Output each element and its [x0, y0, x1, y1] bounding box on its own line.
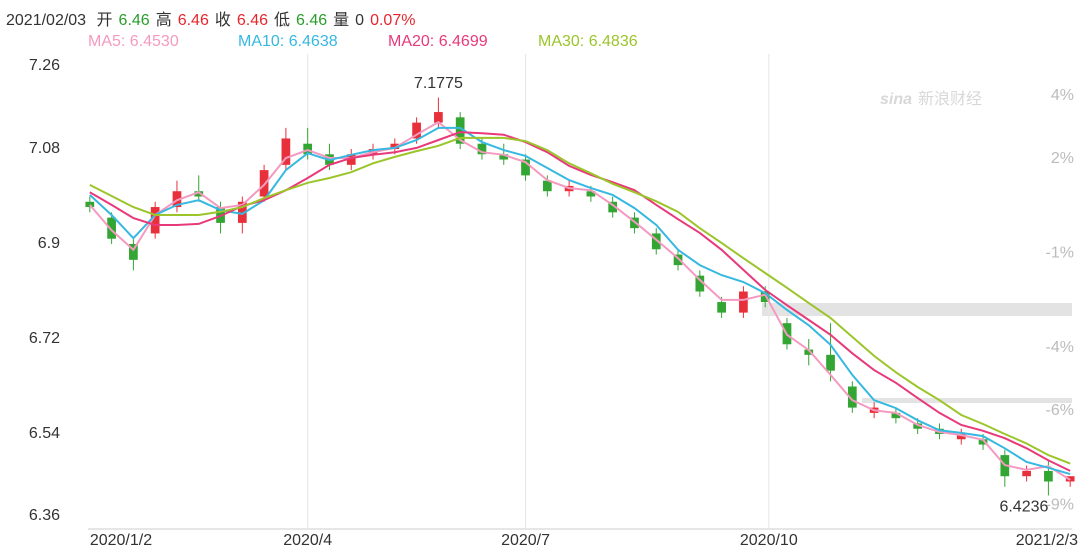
legend-entry: MA10: 6.4638	[238, 33, 338, 50]
y2-tick-label: -9%	[1046, 497, 1074, 514]
candle-body	[281, 138, 291, 165]
quote-change: 0.07%	[370, 12, 416, 29]
candle-body	[259, 170, 269, 197]
candle-body	[891, 412, 901, 419]
candle-body	[739, 291, 748, 313]
ma-line	[89, 126, 1071, 476]
candle-body	[412, 122, 421, 139]
y-tick-label: 7.26	[29, 57, 60, 74]
x-tick-label: 2020/1/2	[90, 532, 152, 549]
y2-tick-label: 4%	[1051, 87, 1074, 104]
candle-body	[826, 354, 835, 371]
candle-body	[107, 217, 116, 239]
candle-body	[978, 439, 988, 445]
quote-label: 低	[274, 12, 291, 29]
y2-tick-label: -4%	[1046, 339, 1074, 356]
date: 2021/02/03	[6, 12, 87, 29]
legend-entry: MA30: 6.4836	[538, 33, 638, 50]
gap-band	[862, 398, 1072, 403]
candle-body	[172, 191, 182, 208]
candle-body	[390, 143, 400, 149]
ma-line	[89, 120, 1071, 481]
y2-tick-label: -6%	[1046, 402, 1074, 419]
candle-body	[150, 207, 160, 234]
quote-value: 6.46	[236, 12, 268, 29]
legend-entry: MA5: 6.4530	[88, 33, 179, 50]
candle-body	[434, 112, 443, 123]
quote-label: 量	[333, 12, 350, 29]
candle-body	[847, 386, 857, 408]
y-tick-label: 6.9	[38, 235, 60, 252]
x-tick-label: 2021/2/3	[1016, 532, 1078, 549]
candle-body	[651, 233, 661, 250]
candle-body	[194, 191, 204, 197]
candle-body	[913, 423, 923, 429]
candle-body	[346, 154, 356, 165]
candle-body	[717, 302, 726, 313]
gap-band	[762, 303, 1072, 316]
candle-body	[608, 201, 618, 213]
candle-body	[303, 143, 313, 155]
quote-value: 0	[355, 12, 365, 29]
min-annotation: 6.4236	[999, 499, 1048, 516]
candle-body	[499, 154, 509, 160]
y2-tick-label: 2%	[1051, 150, 1074, 167]
x-tick-label: 2020/4	[283, 532, 332, 549]
quote-value: 6.46	[296, 12, 328, 29]
watermark-logo: sina	[880, 91, 912, 108]
ma-line	[89, 131, 1071, 472]
quote-label: 高	[155, 12, 172, 29]
candle-body	[673, 254, 683, 266]
candle-body	[1022, 470, 1031, 477]
candle-body	[542, 180, 552, 192]
candle-body	[521, 159, 530, 176]
legend-entry: MA20: 6.4699	[388, 33, 488, 50]
ma-line	[89, 136, 1071, 465]
x-tick-label: 2020/10	[740, 532, 798, 549]
candle-body	[586, 191, 596, 197]
y2-tick-label: -1%	[1046, 245, 1074, 262]
quote-value: 6.46	[118, 12, 150, 29]
candle-body	[695, 275, 705, 292]
watermark-text: 新浪财经	[918, 90, 982, 108]
y-tick-label: 6.36	[29, 507, 60, 524]
quote-header: 2021/02/03 开 6.46 高 6.46 收 6.46 低 6.46 量 0 0.07%	[6, 6, 421, 30]
candle-body	[956, 434, 966, 440]
candle-body	[760, 291, 770, 303]
x-tick-label: 2020/7	[501, 532, 550, 549]
candle-body	[804, 349, 814, 355]
quote-label: 收	[214, 12, 231, 29]
candle-body	[129, 244, 138, 260]
quote-label: 开	[96, 12, 113, 29]
candle-body	[455, 117, 465, 144]
candle-body	[477, 143, 487, 155]
max-annotation: 7.1775	[414, 75, 463, 92]
candle-body	[237, 201, 247, 223]
y-tick-label: 7.08	[29, 140, 60, 157]
y-tick-label: 6.72	[29, 330, 60, 347]
legend: MA5: 6.4530 MA10: 6.4638 MA20: 6.4699 MA30:…	[88, 33, 688, 51]
y-tick-label: 6.54	[29, 425, 60, 442]
candle-body	[1044, 470, 1053, 482]
quote-value: 6.46	[177, 12, 209, 29]
candle-body	[85, 201, 95, 208]
